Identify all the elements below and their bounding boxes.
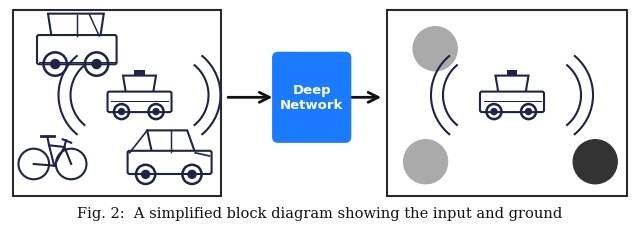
FancyBboxPatch shape <box>134 70 145 76</box>
Polygon shape <box>48 15 104 38</box>
FancyBboxPatch shape <box>127 151 212 174</box>
Polygon shape <box>123 76 156 94</box>
FancyBboxPatch shape <box>507 70 517 76</box>
Circle shape <box>525 109 531 115</box>
FancyBboxPatch shape <box>108 92 172 112</box>
Ellipse shape <box>413 28 457 71</box>
Circle shape <box>118 109 125 115</box>
Polygon shape <box>495 76 529 94</box>
Bar <box>387 11 627 196</box>
Ellipse shape <box>573 140 617 184</box>
Circle shape <box>153 109 159 115</box>
Text: Fig. 2:  A simplified block diagram showing the input and ground: Fig. 2: A simplified block diagram showi… <box>77 206 563 220</box>
Circle shape <box>51 60 60 69</box>
Bar <box>13 11 221 196</box>
FancyBboxPatch shape <box>272 52 351 143</box>
Polygon shape <box>147 131 195 153</box>
Circle shape <box>188 171 196 179</box>
Text: Deep
Network: Deep Network <box>280 84 344 112</box>
Circle shape <box>141 171 150 179</box>
Ellipse shape <box>404 140 447 184</box>
FancyBboxPatch shape <box>480 92 544 112</box>
Circle shape <box>92 60 101 69</box>
Circle shape <box>491 109 497 115</box>
FancyBboxPatch shape <box>37 36 116 65</box>
